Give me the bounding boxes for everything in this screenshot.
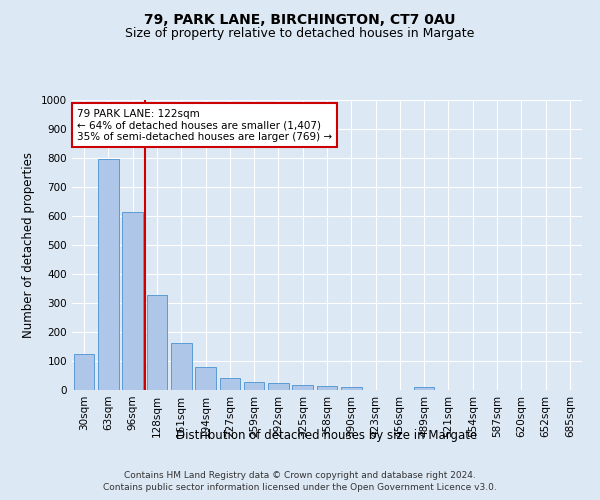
- Bar: [195, 368, 216, 390]
- Bar: [74, 354, 94, 390]
- Bar: [292, 385, 313, 390]
- Text: Size of property relative to detached houses in Margate: Size of property relative to detached ho…: [125, 28, 475, 40]
- Bar: [414, 387, 434, 390]
- Bar: [244, 382, 265, 390]
- Bar: [268, 383, 289, 390]
- Bar: [146, 295, 167, 390]
- Text: 79 PARK LANE: 122sqm
← 64% of detached houses are smaller (1,407)
35% of semi-de: 79 PARK LANE: 122sqm ← 64% of detached h…: [77, 108, 332, 142]
- Bar: [341, 387, 362, 390]
- Text: 79, PARK LANE, BIRCHINGTON, CT7 0AU: 79, PARK LANE, BIRCHINGTON, CT7 0AU: [144, 12, 456, 26]
- Bar: [171, 343, 191, 390]
- Text: Distribution of detached houses by size in Margate: Distribution of detached houses by size …: [176, 428, 478, 442]
- Text: Contains HM Land Registry data © Crown copyright and database right 2024.: Contains HM Land Registry data © Crown c…: [124, 471, 476, 480]
- Text: Contains public sector information licensed under the Open Government Licence v3: Contains public sector information licen…: [103, 484, 497, 492]
- Y-axis label: Number of detached properties: Number of detached properties: [22, 152, 35, 338]
- Bar: [122, 212, 143, 390]
- Bar: [220, 378, 240, 390]
- Bar: [98, 160, 119, 390]
- Bar: [317, 386, 337, 390]
